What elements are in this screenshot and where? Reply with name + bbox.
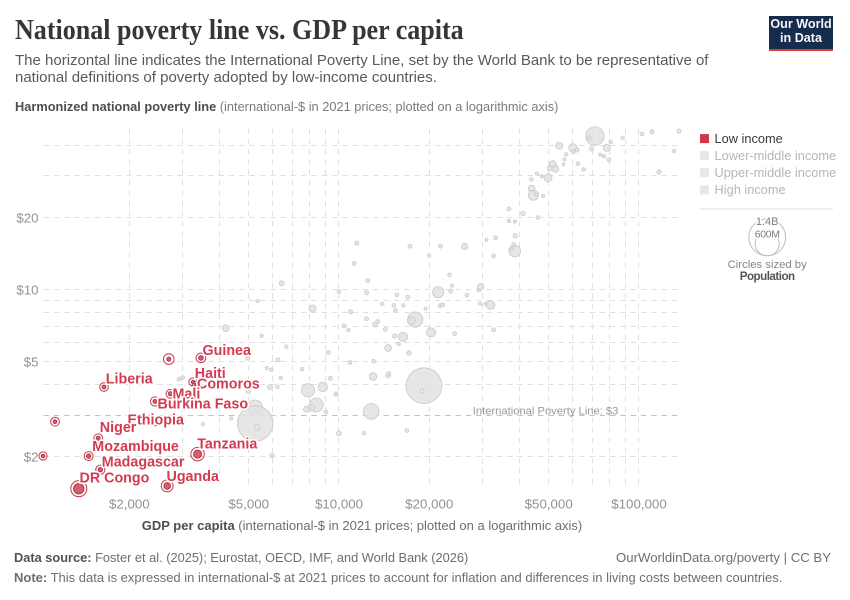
- svg-text:1.4B: 1.4B: [756, 216, 779, 228]
- svg-text:Liberia: Liberia: [106, 372, 154, 388]
- svg-text:Uganda: Uganda: [167, 469, 220, 485]
- svg-text:$2: $2: [24, 450, 39, 465]
- svg-text:International Poverty Line: $3: International Poverty Line: $3: [473, 405, 619, 417]
- svg-text:Madagascar: Madagascar: [102, 455, 185, 471]
- svg-text:Haiti: Haiti: [195, 366, 226, 382]
- svg-text:$100,000: $100,000: [611, 497, 666, 512]
- svg-text:Low income: Low income: [715, 131, 783, 146]
- svg-text:$20,000: $20,000: [405, 497, 453, 512]
- svg-text:Comoros: Comoros: [197, 376, 260, 392]
- svg-text:Mozambique: Mozambique: [92, 439, 179, 455]
- svg-text:Niger: Niger: [100, 420, 137, 436]
- svg-text:Ethiopia: Ethiopia: [128, 412, 185, 428]
- svg-text:600M: 600M: [755, 229, 780, 240]
- svg-text:Circles sized by: Circles sized by: [728, 259, 807, 271]
- svg-text:$5,000: $5,000: [228, 497, 269, 512]
- svg-text:$10: $10: [16, 282, 38, 297]
- svg-text:Mali: Mali: [173, 386, 201, 402]
- svg-text:DR Congo: DR Congo: [80, 471, 150, 487]
- svg-text:Population: Population: [740, 270, 795, 283]
- svg-text:Upper-middle income: Upper-middle income: [715, 165, 837, 180]
- svg-text:Guinea: Guinea: [203, 343, 253, 359]
- svg-text:$2,000: $2,000: [109, 497, 150, 512]
- svg-text:Lower-middle income: Lower-middle income: [715, 148, 837, 163]
- svg-text:$50,000: $50,000: [525, 497, 573, 512]
- svg-text:High income: High income: [715, 182, 786, 197]
- svg-text:Tanzania: Tanzania: [197, 436, 258, 452]
- svg-text:$10,000: $10,000: [315, 497, 363, 512]
- svg-text:$5: $5: [24, 354, 39, 369]
- svg-text:Burkina Faso: Burkina Faso: [158, 396, 249, 412]
- svg-text:$20: $20: [16, 210, 38, 225]
